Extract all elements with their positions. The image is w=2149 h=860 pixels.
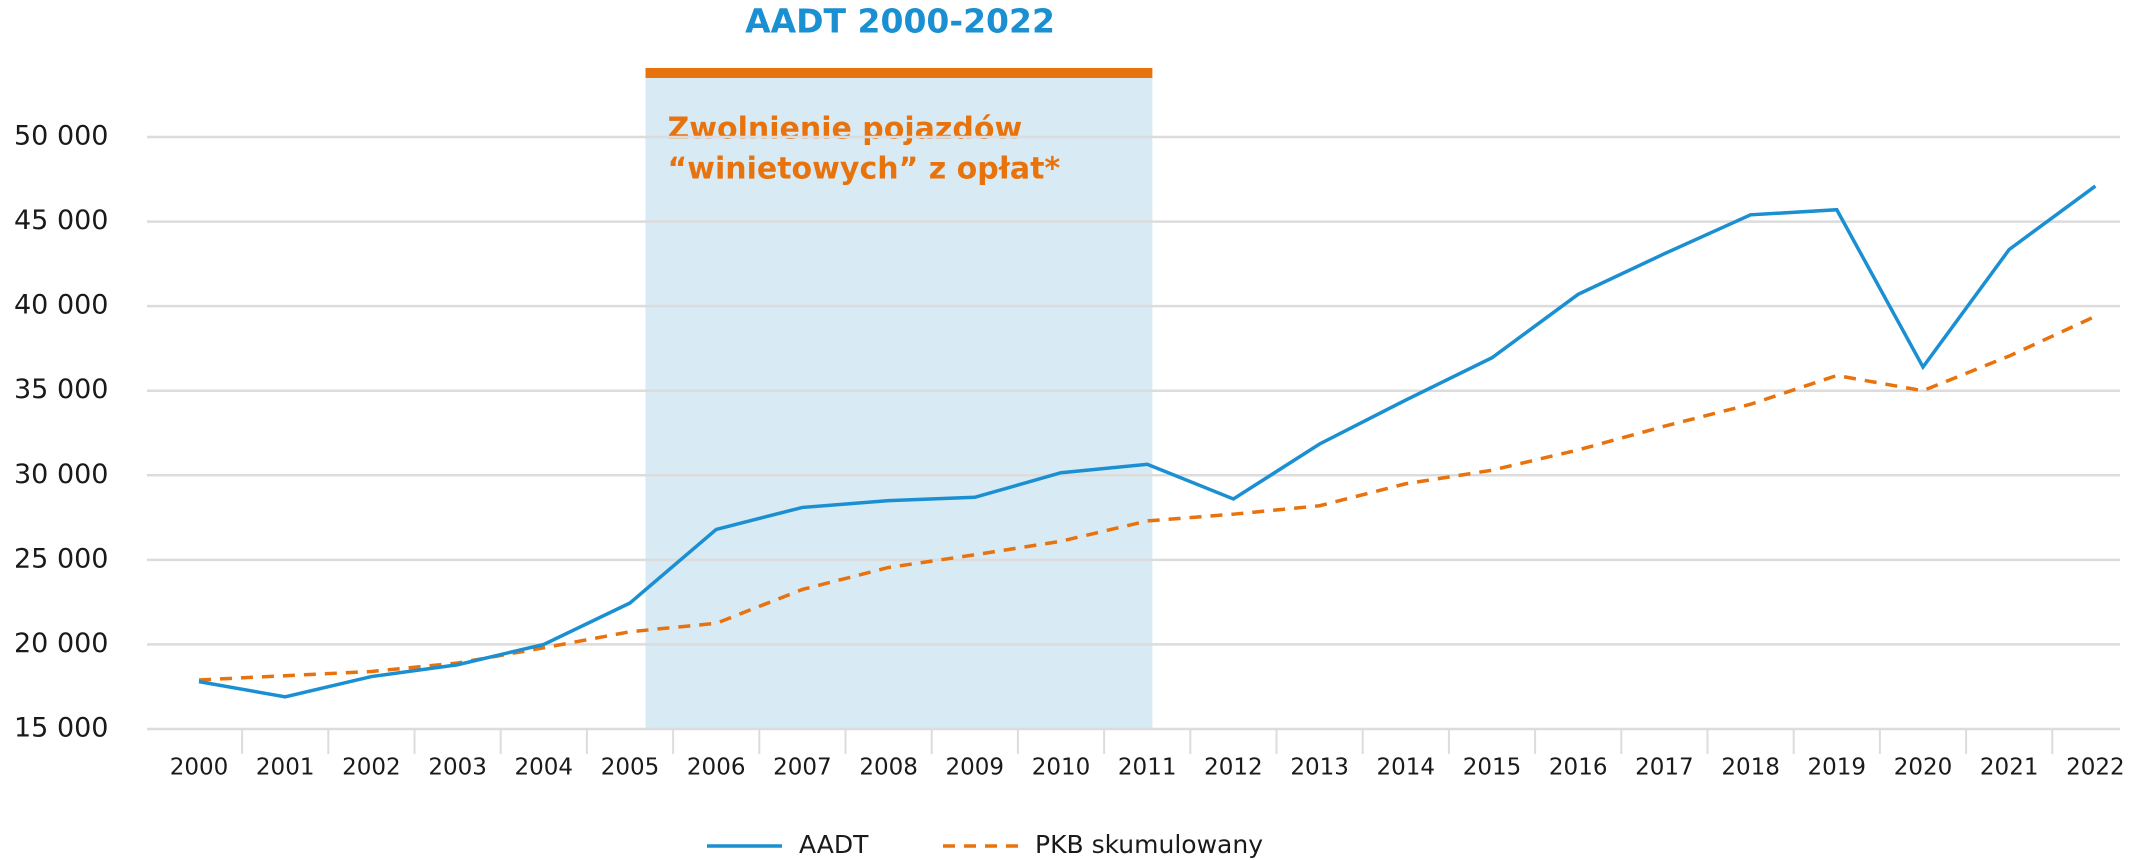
x-tick-label: 2021 (1980, 755, 2039, 781)
highlight-label: “winietowych” z opłat* (668, 152, 1061, 187)
x-tick-label: 2007 (773, 755, 832, 781)
y-tick-label: 30 000 (14, 459, 108, 490)
x-tick-label: 2012 (1204, 755, 1263, 781)
legend-label: AADT (799, 830, 869, 859)
x-tick-label: 2004 (515, 755, 574, 781)
y-tick-label: 50 000 (14, 121, 108, 152)
x-tick-label: 2002 (342, 755, 401, 781)
y-tick-label: 45 000 (14, 205, 108, 236)
highlight-label: Zwolnienie pojazdów (668, 112, 1023, 147)
legend-label: PKB skumulowany (1035, 830, 1263, 859)
y-tick-label: 25 000 (14, 543, 108, 574)
y-tick-label: 35 000 (14, 374, 108, 405)
x-tick-label: 2013 (1290, 755, 1349, 781)
y-tick-label: 40 000 (14, 290, 108, 321)
x-tick-label: 2022 (2066, 755, 2125, 781)
x-tick-label: 2008 (859, 755, 918, 781)
x-tick-label: 2009 (946, 755, 1005, 781)
x-tick-label: 2015 (1463, 755, 1522, 781)
y-tick-label: 20 000 (14, 628, 108, 659)
y-tick-label: 15 000 (14, 713, 108, 744)
series-line (198, 184, 2097, 699)
highlight-region (645, 78, 1153, 729)
x-tick-label: 2005 (601, 755, 660, 781)
x-tick-label: 2017 (1635, 755, 1694, 781)
x-tick-label: 2018 (1721, 755, 1780, 781)
x-tick-label: 2000 (170, 755, 229, 781)
chart-title: AADT 2000-2022 (745, 2, 1055, 41)
x-tick-label: 2003 (428, 755, 487, 781)
x-tick-label: 2011 (1118, 755, 1177, 781)
x-tick-label: 2010 (1032, 755, 1091, 781)
x-tick-label: 2019 (1808, 755, 1867, 781)
x-tick-label: 2020 (1894, 755, 1953, 781)
x-tick-label: 2014 (1377, 755, 1436, 781)
highlight-bar (645, 68, 1153, 78)
x-tick-label: 2016 (1549, 755, 1608, 781)
x-tick-label: 2006 (687, 755, 746, 781)
x-tick-label: 2001 (256, 755, 315, 781)
